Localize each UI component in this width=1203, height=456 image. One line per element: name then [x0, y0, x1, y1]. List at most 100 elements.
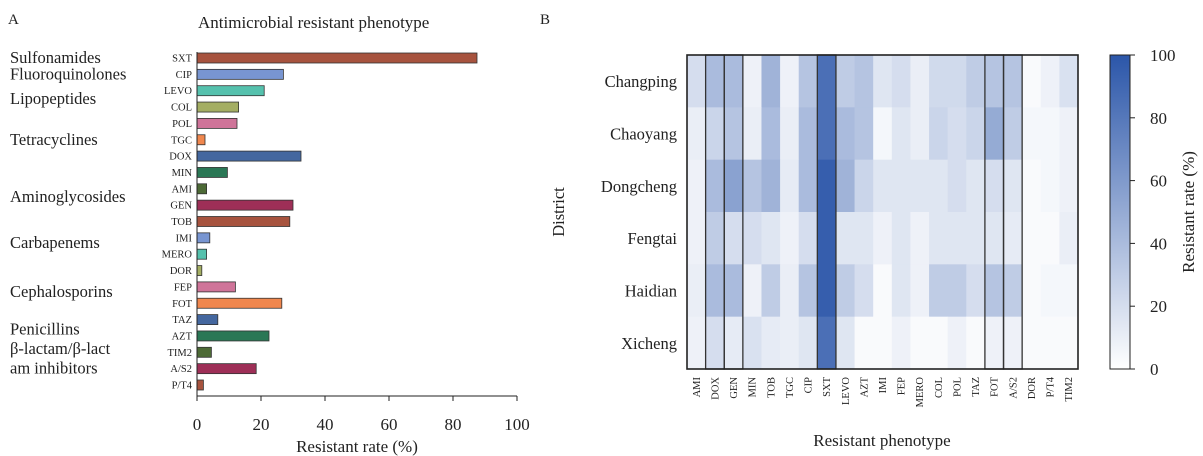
- cell-changping-fep: [891, 55, 911, 108]
- cell-xicheng-taz: [966, 316, 986, 370]
- cell-xicheng-tgc: [780, 316, 800, 370]
- panel-b-heatmap: B Changping Chaoyang Dongcheng Fengtai Haidi…: [540, 12, 1198, 450]
- cell-fengtai-levo: [835, 212, 855, 265]
- cell-haidian-pol: [947, 264, 967, 318]
- bar-label-dor: DOR: [170, 266, 192, 277]
- cell-haidian-ami: [687, 264, 707, 318]
- cell-fengtai-cip: [798, 212, 818, 265]
- cell-chaoyang-p-t4: [1040, 107, 1060, 161]
- bar-fot: [196, 297, 283, 309]
- cell-changping-p-t4: [1040, 55, 1060, 108]
- cell-dongcheng-pol: [947, 159, 967, 213]
- cell-haidian-cip: [798, 264, 818, 318]
- cell-chaoyang-mero: [910, 107, 930, 161]
- bar-min: [196, 167, 228, 178]
- phenotype-label-gen: GEN: [729, 377, 740, 399]
- cell-fengtai-taz: [966, 212, 986, 265]
- bar-label-tgc: TGC: [171, 135, 192, 146]
- cell-chaoyang-gen: [724, 107, 744, 161]
- cell-xicheng-a-s2: [1003, 316, 1023, 370]
- cell-dongcheng-p-t4: [1040, 159, 1060, 213]
- cell-dongcheng-tgc: [780, 159, 800, 213]
- cell-fengtai-dox: [705, 212, 725, 265]
- cell-xicheng-p-t4: [1040, 316, 1060, 370]
- cell-haidian-mero: [910, 264, 930, 318]
- phenotype-label-taz: TAZ: [971, 377, 982, 397]
- cell-changping-cip: [798, 55, 818, 108]
- cell-dongcheng-fot: [984, 159, 1004, 213]
- class-label-am-inhibitors: am inhibitors: [10, 359, 98, 378]
- bar-cip: [196, 68, 284, 80]
- cell-changping-a-s2: [1003, 55, 1023, 108]
- cell-fengtai-tim2: [1059, 212, 1079, 265]
- cell-xicheng-tim2: [1059, 316, 1079, 370]
- bar-label-min: MIN: [172, 168, 193, 179]
- cell-haidian-imi: [873, 264, 893, 318]
- cell-fengtai-tob: [761, 212, 781, 265]
- cell-changping-gen: [724, 55, 744, 108]
- bar-imi: [196, 232, 211, 244]
- cell-chaoyang-ami: [687, 107, 707, 161]
- colorbar-tick-60: 60: [1150, 172, 1167, 191]
- class-label-lipopeptides: Lipopeptides: [10, 89, 96, 108]
- cell-dongcheng-levo: [835, 159, 855, 213]
- cell-dongcheng-col: [929, 159, 949, 213]
- phenotype-label-dox: DOX: [710, 377, 721, 400]
- cell-changping-levo: [835, 55, 855, 108]
- phenotype-label-imi: IMI: [878, 377, 889, 394]
- class-label-lactam-lact: β-lactam/β-lact: [10, 339, 111, 358]
- bar-label-p-t4: P/T4: [172, 381, 193, 392]
- bar-chart-title: Antimicrobial resistant phenotype: [198, 13, 429, 32]
- phenotype-label-tob: TOB: [766, 377, 777, 398]
- cell-xicheng-azt: [854, 316, 874, 370]
- phenotype-label-azt: AZT: [859, 376, 870, 397]
- phenotype-label-col: COL: [934, 377, 945, 398]
- bar-label-tim2: TIM2: [168, 348, 193, 359]
- phenotype-label-sxt: SXT: [822, 376, 833, 396]
- bars: [196, 52, 478, 391]
- cell-chaoyang-azt: [854, 107, 874, 161]
- cell-chaoyang-dox: [705, 107, 725, 161]
- bar-label-a-s2: A/S2: [170, 364, 192, 375]
- cell-changping-min: [742, 55, 762, 108]
- bar-label-pol: POL: [172, 119, 192, 130]
- colorbar-tick-40: 40: [1150, 234, 1167, 253]
- district-label-haidian: Haidian: [625, 282, 677, 301]
- heatmap-cells: [687, 55, 1079, 370]
- cell-changping-tgc: [780, 55, 800, 108]
- bar-label-sxt: SXT: [172, 54, 192, 65]
- cell-haidian-p-t4: [1040, 264, 1060, 318]
- bar-gen: [196, 199, 294, 211]
- panel-b-label: B: [540, 12, 550, 28]
- cell-xicheng-mero: [910, 316, 930, 370]
- cell-changping-pol: [947, 55, 967, 108]
- cell-xicheng-levo: [835, 316, 855, 370]
- colorbar-tick-80: 80: [1150, 109, 1167, 128]
- bar-col: [196, 101, 239, 113]
- bar-fep: [196, 281, 236, 293]
- cell-xicheng-cip: [798, 316, 818, 370]
- district-labels: Changping Chaoyang Dongcheng Fengtai Haidian…: [601, 72, 677, 353]
- cell-fengtai-gen: [724, 212, 744, 265]
- phenotype-label-p-t4: P/T4: [1046, 376, 1057, 397]
- cell-dongcheng-a-s2: [1003, 159, 1023, 213]
- bar-label-taz: TAZ: [172, 315, 192, 326]
- bar-category-labels: SXT CIP LEVO COL POL TGC DOX MIN AMI GEN TOB IMI MER…: [162, 54, 193, 392]
- bar-label-dox: DOX: [169, 152, 192, 163]
- cell-dongcheng-taz: [966, 159, 986, 213]
- cell-chaoyang-col: [929, 107, 949, 161]
- cell-dongcheng-tim2: [1059, 159, 1079, 213]
- cell-changping-col: [929, 55, 949, 108]
- cell-haidian-levo: [835, 264, 855, 318]
- bar-label-levo: LEVO: [164, 86, 192, 97]
- bar-label-fep: FEP: [174, 282, 192, 293]
- cell-haidian-azt: [854, 264, 874, 318]
- colorbar-tick-100: 100: [1150, 46, 1176, 65]
- phenotype-label-ami: AMI: [692, 377, 703, 398]
- heatmap-x-axis-label: Resistant phenotype: [813, 431, 950, 450]
- cell-fengtai-p-t4: [1040, 212, 1060, 265]
- heatmap-y-axis-label: District: [549, 187, 568, 237]
- cell-fengtai-tgc: [780, 212, 800, 265]
- cell-haidian-tgc: [780, 264, 800, 318]
